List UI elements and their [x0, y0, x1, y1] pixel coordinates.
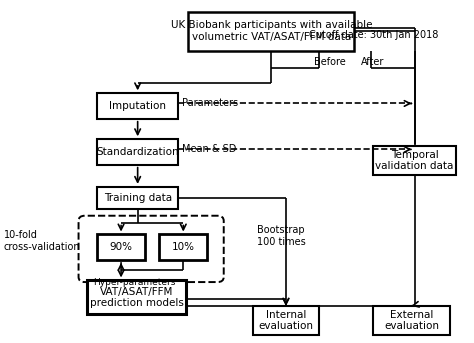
Text: Mean & SD: Mean & SD — [182, 144, 237, 154]
Text: Temporal
validation data: Temporal validation data — [375, 150, 454, 171]
Text: Hyper-parameters: Hyper-parameters — [93, 277, 176, 287]
FancyBboxPatch shape — [253, 306, 319, 335]
Text: External
evaluation: External evaluation — [384, 309, 439, 331]
Text: 90%: 90% — [109, 242, 133, 252]
FancyBboxPatch shape — [87, 280, 186, 315]
Text: 10%: 10% — [172, 242, 195, 252]
Text: Internal
evaluation: Internal evaluation — [258, 309, 313, 331]
Text: Parameters: Parameters — [182, 98, 238, 108]
FancyBboxPatch shape — [97, 235, 145, 260]
Text: Before: Before — [314, 57, 346, 67]
Text: Imputation: Imputation — [109, 101, 166, 111]
FancyBboxPatch shape — [97, 139, 178, 165]
FancyBboxPatch shape — [97, 93, 178, 119]
Text: Standardization: Standardization — [96, 147, 179, 157]
FancyBboxPatch shape — [189, 12, 355, 51]
FancyBboxPatch shape — [373, 306, 450, 335]
Text: After: After — [361, 57, 385, 67]
Text: VAT/ASAT/FFM
prediction models: VAT/ASAT/FFM prediction models — [90, 287, 183, 308]
Text: Bootstrap
100 times: Bootstrap 100 times — [257, 225, 306, 247]
FancyBboxPatch shape — [159, 235, 207, 260]
Text: UK Biobank participants with available
volumetric VAT/ASAT/FFM data: UK Biobank participants with available v… — [171, 20, 372, 42]
FancyBboxPatch shape — [97, 187, 178, 209]
Text: Training data: Training data — [104, 193, 172, 203]
FancyBboxPatch shape — [79, 216, 224, 282]
Text: Cutoff date: 30th Jan 2018: Cutoff date: 30th Jan 2018 — [309, 31, 438, 40]
Text: 10-fold
cross-validation: 10-fold cross-validation — [4, 230, 81, 252]
FancyBboxPatch shape — [373, 146, 456, 175]
